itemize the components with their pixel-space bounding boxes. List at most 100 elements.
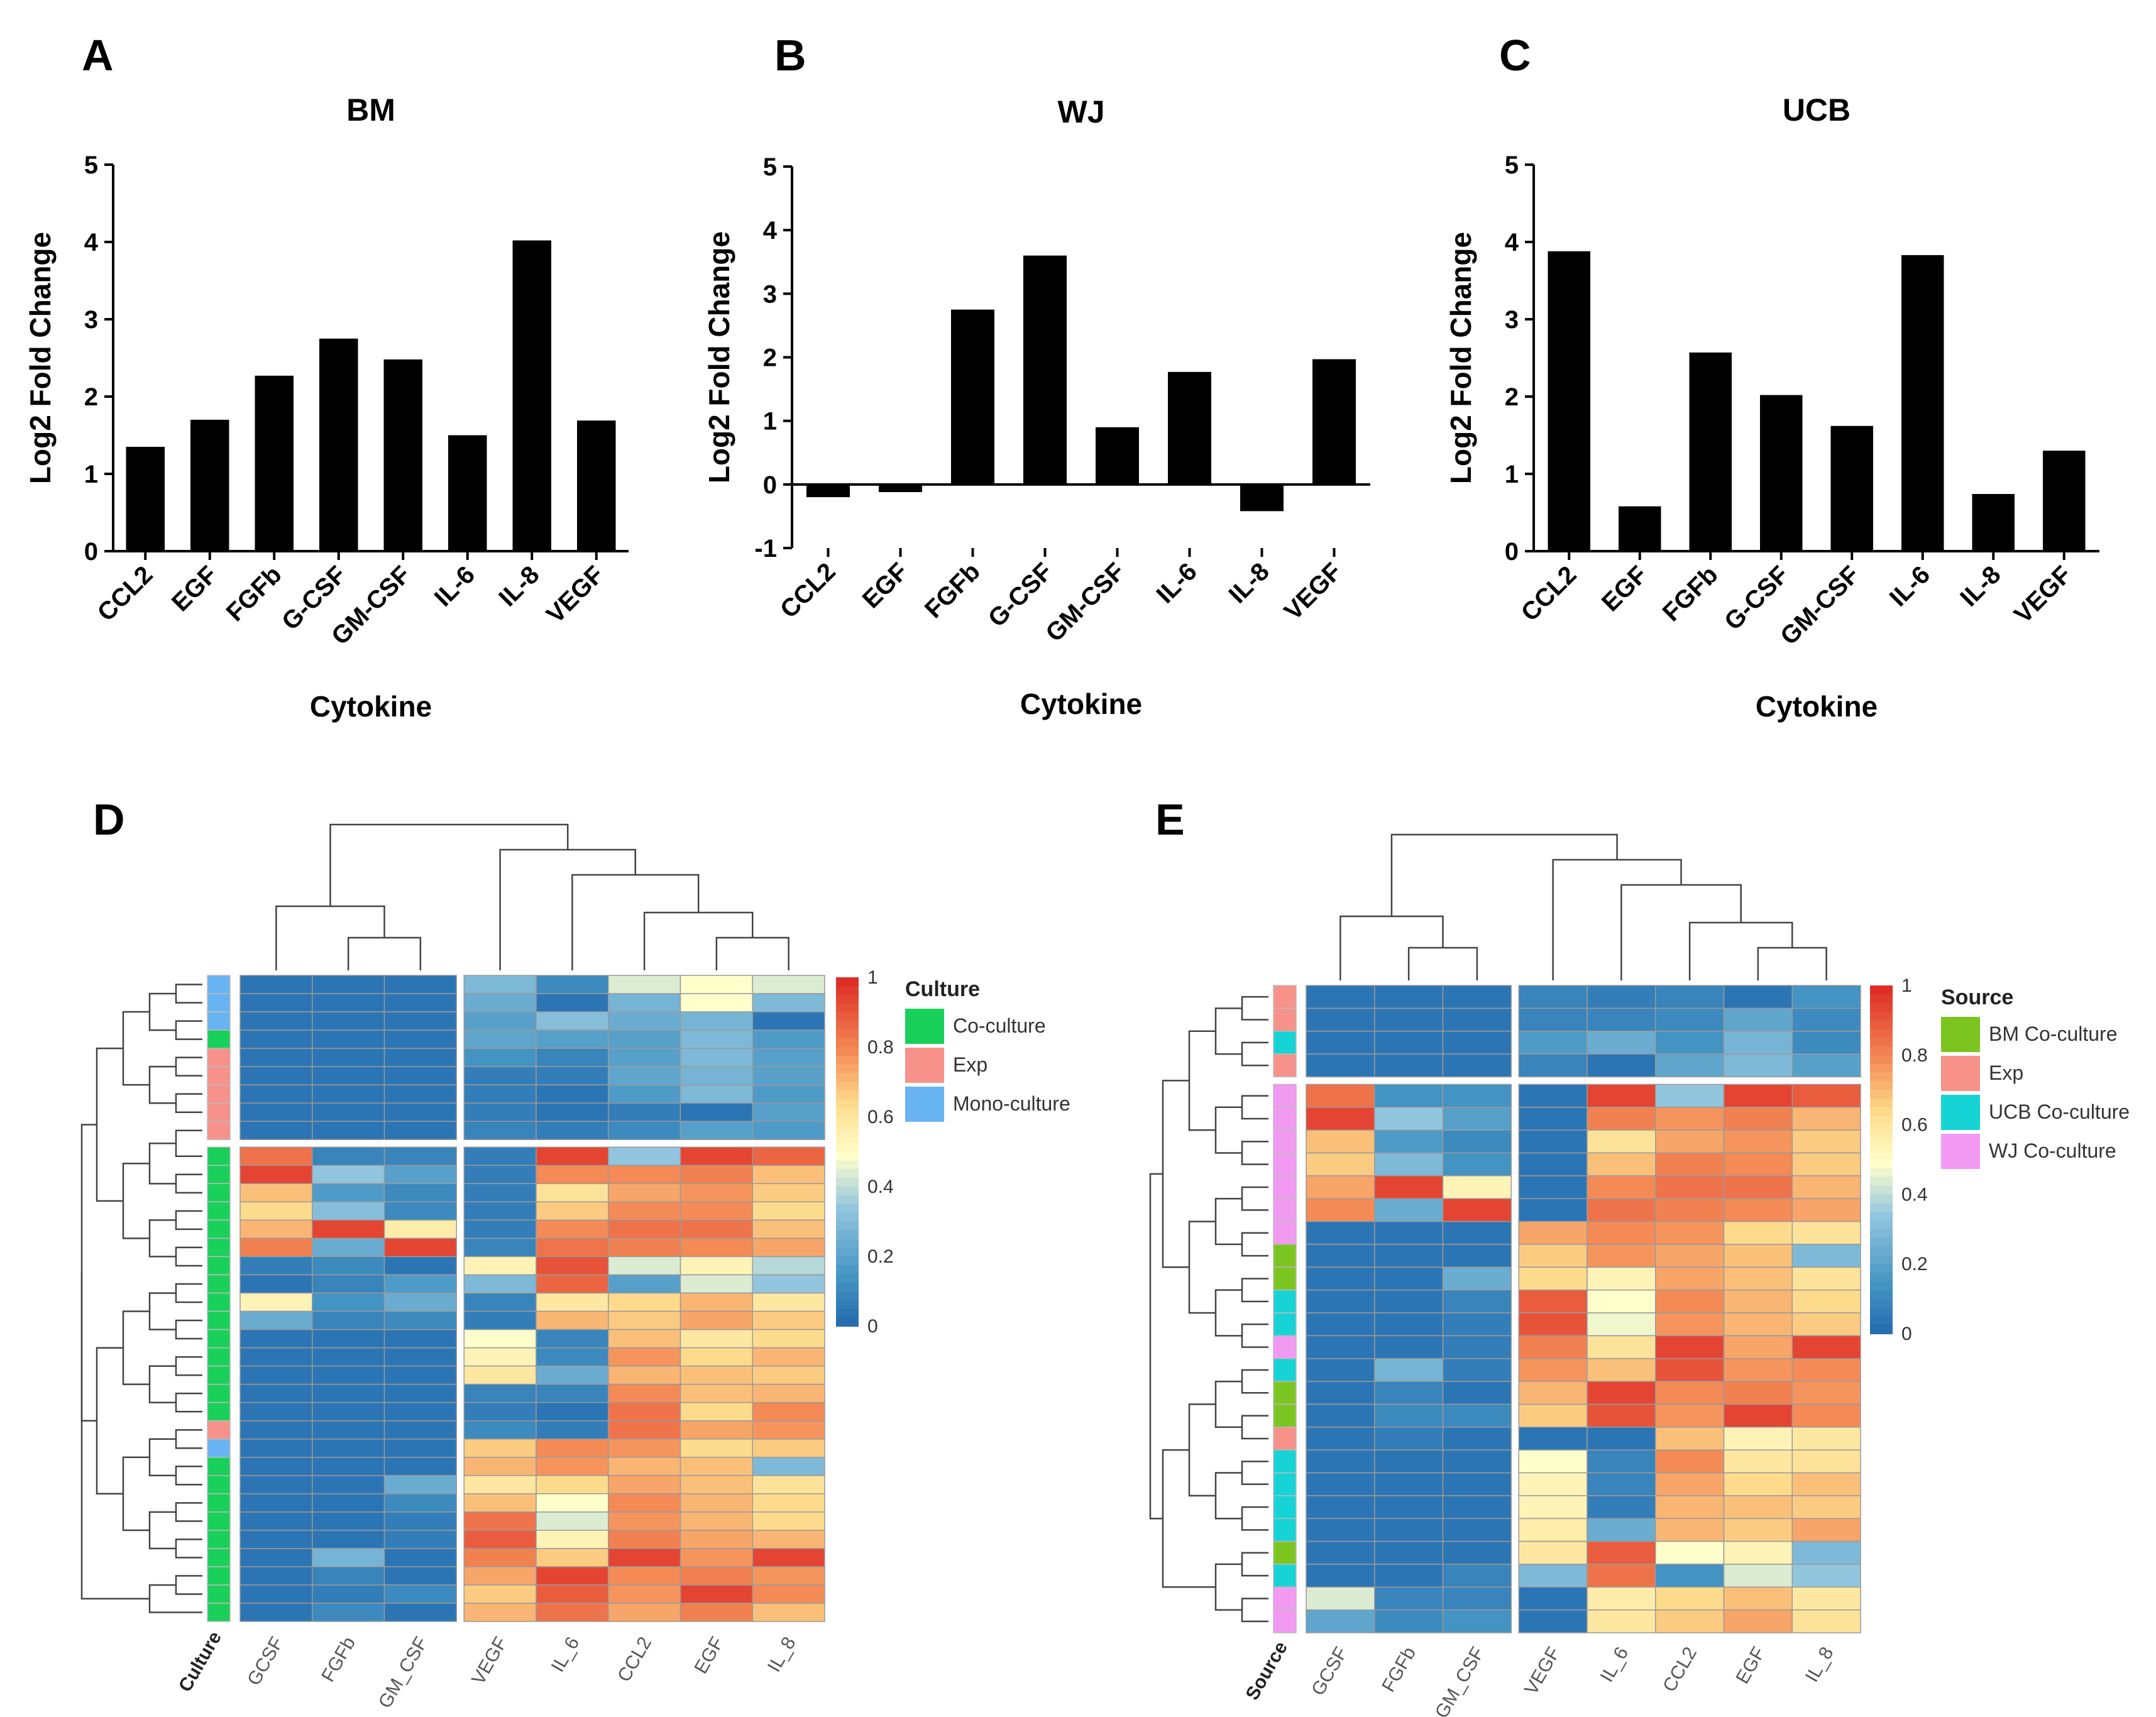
- row-dendrogram-branch: [148, 1143, 176, 1185]
- colorbar-segment: [1870, 1168, 1893, 1178]
- y-tick-label: 2: [84, 383, 98, 411]
- row-dendrogram-branch: [1241, 1232, 1268, 1257]
- heatmap-cell: [536, 1084, 609, 1104]
- heatmap-cell: [608, 1475, 681, 1495]
- heatmap-cell: [752, 1365, 825, 1385]
- column-label: EGF: [691, 1633, 728, 1677]
- colorbar-segment: [836, 1082, 859, 1092]
- column-dendrogram-branch: [329, 823, 569, 906]
- heatmap-cell: [752, 1402, 825, 1422]
- heatmap-cell: [1791, 1266, 1861, 1291]
- heatmap-cell: [1587, 985, 1656, 1009]
- heatmap-cell: [1518, 1564, 1588, 1588]
- heatmap-cell: [536, 1402, 609, 1422]
- heatmap-cell: [536, 1237, 609, 1258]
- heatmap-cell: [463, 1566, 537, 1586]
- annotation-cell: [1273, 1381, 1297, 1405]
- heatmap-cell: [1723, 1564, 1793, 1588]
- colorbar-segment: [836, 994, 859, 1004]
- heatmap-cell: [679, 1048, 753, 1067]
- annotation-cell: [1273, 1403, 1297, 1428]
- heatmap-cell: [1791, 1244, 1861, 1268]
- heatmap-cell: [1791, 1472, 1861, 1496]
- heatmap-cell: [239, 1084, 313, 1104]
- heatmap-cell: [312, 1256, 385, 1276]
- legend-swatch: [1941, 1134, 1980, 1169]
- heatmap-cell: [536, 1566, 609, 1586]
- heatmap-cell: [608, 1219, 681, 1239]
- x-tick-label: EGF: [1597, 561, 1653, 617]
- heatmap-cell: [239, 1048, 313, 1067]
- chart-title: UCB: [1783, 92, 1851, 128]
- colorbar-segment: [1870, 1142, 1893, 1152]
- heatmap-cell: [312, 1165, 385, 1185]
- heatmap-cell: [1442, 1358, 1512, 1382]
- row-dendrogram-branch: [175, 984, 202, 1004]
- heatmap-cell: [1374, 1152, 1444, 1177]
- row-dendrogram-branch: [80, 1124, 97, 1422]
- heatmap-cell: [1723, 1518, 1793, 1542]
- heatmap-cell: [752, 993, 825, 1012]
- heatmap-cell: [536, 1475, 609, 1495]
- legend-item: Co-culture: [953, 1014, 1046, 1037]
- heatmap-cell: [608, 1048, 681, 1067]
- heatmap-cell: [608, 1493, 681, 1513]
- heatmap-cell: [536, 1603, 609, 1622]
- annotation-cell: [1273, 1540, 1297, 1565]
- heatmap-cell: [312, 1420, 385, 1440]
- heatmap-cell: [1374, 1540, 1444, 1565]
- heatmap-cell: [1442, 1175, 1512, 1199]
- heatmap-cell: [752, 1183, 825, 1203]
- heatmap-cell: [463, 1274, 537, 1294]
- heatmap-cell: [383, 1603, 457, 1622]
- heatmap-cell: [1791, 1053, 1861, 1078]
- heatmap-cell: [608, 1566, 681, 1586]
- annotation-cell: [207, 1237, 231, 1258]
- heatmap-cell: [312, 1566, 385, 1586]
- heatmap-cell: [239, 1066, 313, 1085]
- bar-il-6: [448, 435, 487, 551]
- heatmap-cell: [312, 1310, 385, 1330]
- heatmap-cell: [679, 1420, 753, 1440]
- colorbar-segment: [1870, 1038, 1893, 1047]
- heatmap-cell: [679, 1084, 753, 1104]
- heatmap-cell: [312, 1066, 385, 1085]
- bar-fgfb: [951, 309, 994, 485]
- heatmap-cell: [679, 1402, 753, 1422]
- panel-letter-b: B: [774, 31, 806, 80]
- annotation-cell: [1273, 1244, 1297, 1268]
- heatmap-cell: [679, 1530, 753, 1549]
- heatmap-cell: [752, 1011, 825, 1031]
- colorbar-segment: [1870, 1220, 1893, 1230]
- heatmap-cell: [1374, 1472, 1444, 1496]
- y-tick-label: 5: [763, 153, 777, 181]
- heatmap-cell: [536, 1011, 609, 1031]
- heatmap-cell: [1306, 1495, 1375, 1519]
- heatmap-cell: [1306, 1107, 1375, 1131]
- heatmap-cell: [1655, 1266, 1725, 1291]
- annotation-cell: [207, 1084, 231, 1104]
- heatmap-cell: [536, 1121, 609, 1141]
- row-dendrogram-branch: [1241, 1552, 1268, 1577]
- column-label: VEGF: [468, 1633, 511, 1688]
- colorbar-segment: [1870, 994, 1893, 1004]
- annotation-cell: [1273, 1221, 1297, 1245]
- heatmap-cell: [1442, 1007, 1512, 1032]
- row-dendrogram-branch: [175, 1466, 202, 1486]
- heatmap-cell: [679, 1584, 753, 1604]
- heatmap-cell: [752, 1456, 825, 1476]
- heatmap-cell: [312, 1048, 385, 1067]
- heatmap-cell: [1518, 1472, 1588, 1496]
- heatmap-cell: [1655, 1335, 1725, 1359]
- heatmap-cell: [1374, 1609, 1444, 1633]
- annotation-cell: [207, 1347, 231, 1367]
- heatmap-cell: [1306, 1007, 1375, 1032]
- annotation-cell: [1273, 1609, 1297, 1633]
- heatmap-cell: [312, 1365, 385, 1385]
- colorbar-segment: [836, 1108, 859, 1117]
- bar-vegf: [1312, 359, 1356, 485]
- annotation-cell: [1273, 1358, 1297, 1382]
- column-label: IL_8: [1801, 1643, 1838, 1686]
- y-tick-label: 2: [763, 344, 777, 372]
- heatmap-cell: [1587, 1129, 1656, 1154]
